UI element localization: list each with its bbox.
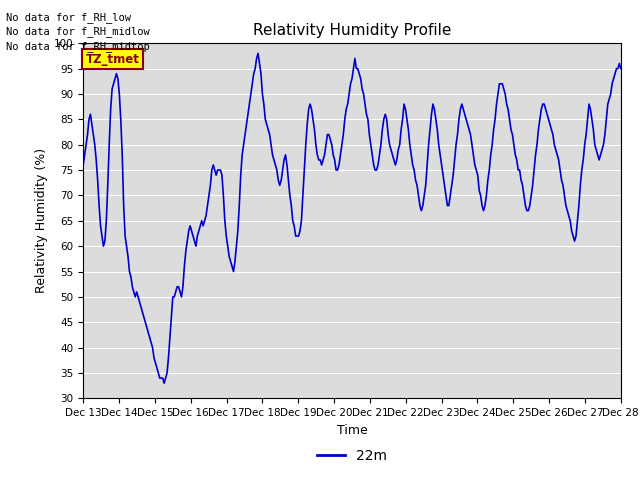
X-axis label: Time: Time <box>337 424 367 437</box>
Text: No data for f_RH_low: No data for f_RH_low <box>6 12 131 23</box>
Text: No data for f_RH_midlow: No data for f_RH_midlow <box>6 26 150 37</box>
Text: No data for f_RH_midtop: No data for f_RH_midtop <box>6 41 150 52</box>
Title: Relativity Humidity Profile: Relativity Humidity Profile <box>253 23 451 38</box>
Y-axis label: Relativity Humidity (%): Relativity Humidity (%) <box>35 148 48 293</box>
Text: TZ_tmet: TZ_tmet <box>86 53 140 66</box>
Legend: 22m: 22m <box>312 443 392 468</box>
